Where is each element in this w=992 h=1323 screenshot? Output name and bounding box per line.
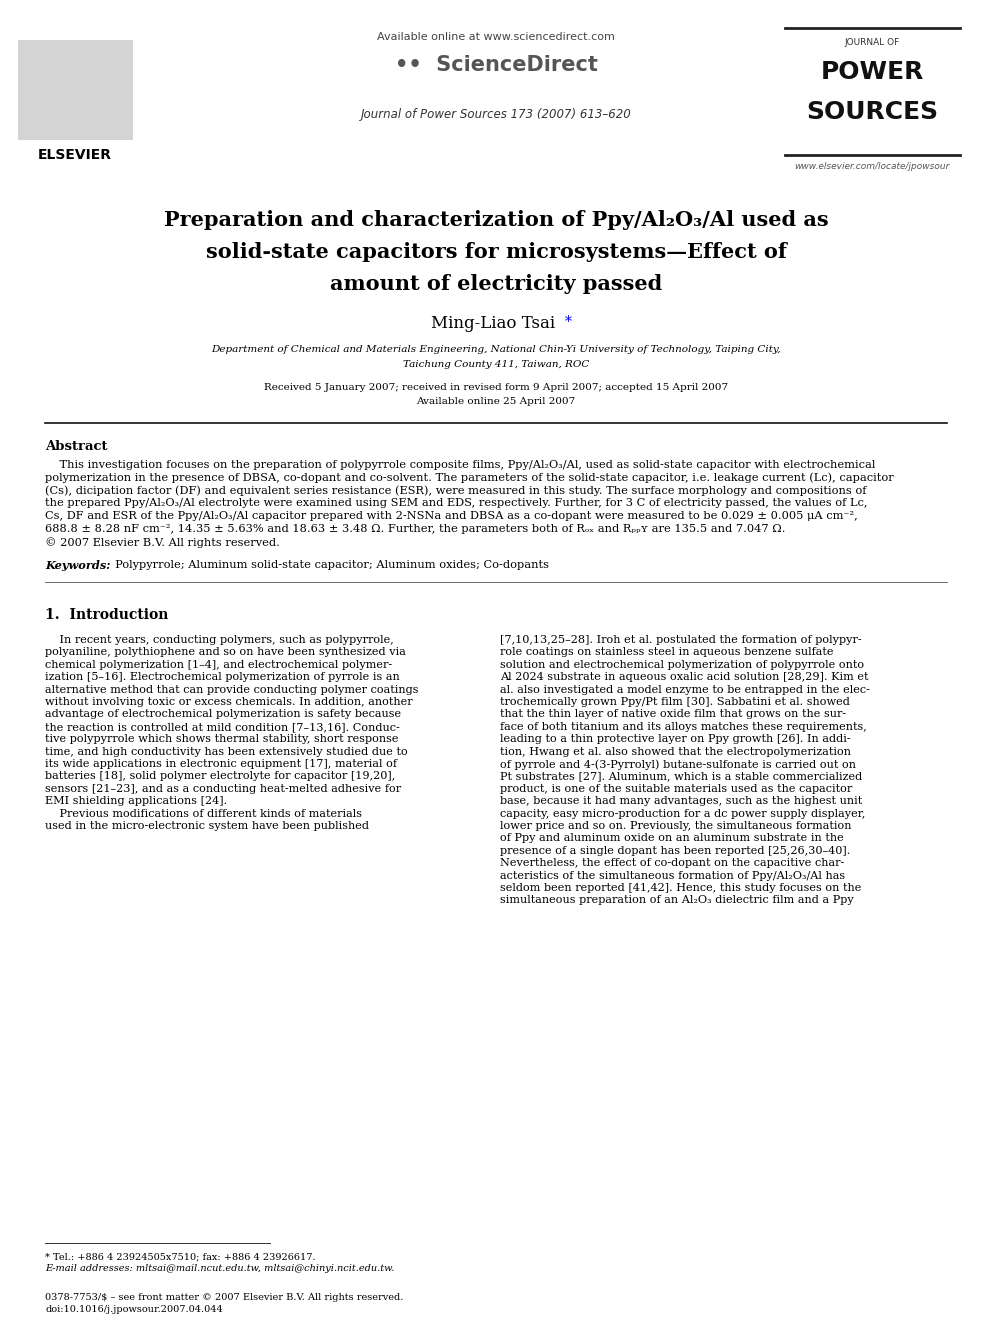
Text: chemical polymerization [1–4], and electrochemical polymer-: chemical polymerization [1–4], and elect… [45, 660, 392, 669]
Text: © 2007 Elsevier B.V. All rights reserved.: © 2007 Elsevier B.V. All rights reserved… [45, 537, 280, 548]
Text: used in the micro-electronic system have been published: used in the micro-electronic system have… [45, 822, 369, 831]
Text: its wide applications in electronic equipment [17], material of: its wide applications in electronic equi… [45, 759, 397, 769]
Text: 688.8 ± 8.28 nF cm⁻², 14.35 ± 5.63% and 18.63 ± 3.48 Ω. Further, the parameters : 688.8 ± 8.28 nF cm⁻², 14.35 ± 5.63% and … [45, 524, 786, 534]
Text: Al 2024 substrate in aqueous oxalic acid solution [28,29]. Kim et: Al 2024 substrate in aqueous oxalic acid… [500, 672, 869, 683]
Text: EMI shielding applications [24].: EMI shielding applications [24]. [45, 796, 227, 806]
Text: role coatings on stainless steel in aqueous benzene sulfate: role coatings on stainless steel in aque… [500, 647, 833, 658]
Text: capacity, easy micro-production for a dc power supply displayer,: capacity, easy micro-production for a dc… [500, 808, 865, 819]
Text: Pt substrates [27]. Aluminum, which is a stable commercialized: Pt substrates [27]. Aluminum, which is a… [500, 771, 862, 782]
Text: Ming-Liao Tsai: Ming-Liao Tsai [432, 315, 560, 332]
Text: al. also investigated a model enzyme to be entrapped in the elec-: al. also investigated a model enzyme to … [500, 684, 870, 695]
Text: that the thin layer of native oxide film that grows on the sur-: that the thin layer of native oxide film… [500, 709, 846, 720]
Text: product, is one of the suitable materials used as the capacitor: product, is one of the suitable material… [500, 783, 852, 794]
Text: lower price and so on. Previously, the simultaneous formation: lower price and so on. Previously, the s… [500, 822, 851, 831]
Text: amount of electricity passed: amount of electricity passed [330, 274, 662, 294]
Text: simultaneous preparation of an Al₂O₃ dielectric film and a Ppy: simultaneous preparation of an Al₂O₃ die… [500, 896, 854, 905]
Text: Taichung County 411, Taiwan, ROC: Taichung County 411, Taiwan, ROC [403, 360, 589, 369]
Text: face of both titanium and its alloys matches these requirements,: face of both titanium and its alloys mat… [500, 722, 867, 732]
Text: time, and high conductivity has been extensively studied due to: time, and high conductivity has been ext… [45, 746, 408, 757]
Text: (Cs), dicipation factor (DF) and equivalent series resistance (ESR), were measur: (Cs), dicipation factor (DF) and equival… [45, 486, 866, 496]
Text: In recent years, conducting polymers, such as polypyrrole,: In recent years, conducting polymers, su… [45, 635, 394, 646]
Text: This investigation focuses on the preparation of polypyrrole composite films, Pp: This investigation focuses on the prepar… [45, 460, 875, 470]
Text: ization [5–16]. Electrochemical polymerization of pyrrole is an: ization [5–16]. Electrochemical polymeri… [45, 672, 400, 683]
Text: 1.  Introduction: 1. Introduction [45, 609, 169, 622]
Text: without involving toxic or excess chemicals. In addition, another: without involving toxic or excess chemic… [45, 697, 413, 706]
Text: tion, Hwang et al. also showed that the electropolymerization: tion, Hwang et al. also showed that the … [500, 746, 851, 757]
Text: Department of Chemical and Materials Engineering, National Chin-Yi University of: Department of Chemical and Materials Eng… [211, 345, 781, 355]
Text: of pyrrole and 4-(3-Pyrrolyl) butane-sulfonate is carried out on: of pyrrole and 4-(3-Pyrrolyl) butane-sul… [500, 759, 856, 770]
Text: Previous modifications of different kinds of materials: Previous modifications of different kind… [45, 808, 362, 819]
Text: E-mail addresses: mltsai@mail.ncut.edu.tw, mltsai@chinyi.ncit.edu.tw.: E-mail addresses: mltsai@mail.ncut.edu.t… [45, 1263, 395, 1273]
Text: doi:10.1016/j.jpowsour.2007.04.044: doi:10.1016/j.jpowsour.2007.04.044 [45, 1304, 223, 1314]
Bar [18, 40, 133, 140]
Text: acteristics of the simultaneous formation of Ppy/Al₂O₃/Al has: acteristics of the simultaneous formatio… [500, 871, 845, 881]
Text: Available online 25 April 2007: Available online 25 April 2007 [417, 397, 575, 406]
Text: Keywords:: Keywords: [45, 560, 110, 572]
Text: [7,10,13,25–28]. Iroh et al. postulated the formation of polypyr-: [7,10,13,25–28]. Iroh et al. postulated … [500, 635, 862, 646]
Text: polyaniline, polythiophene and so on have been synthesized via: polyaniline, polythiophene and so on hav… [45, 647, 406, 658]
Text: batteries [18], solid polymer electrolyte for capacitor [19,20],: batteries [18], solid polymer electrolyt… [45, 771, 395, 782]
Text: alternative method that can provide conducting polymer coatings: alternative method that can provide cond… [45, 684, 419, 695]
Text: tive polypyrrole which shows thermal stability, short response: tive polypyrrole which shows thermal sta… [45, 734, 399, 745]
Text: SOURCES: SOURCES [806, 101, 938, 124]
Text: the reaction is controlled at mild condition [7–13,16]. Conduc-: the reaction is controlled at mild condi… [45, 722, 400, 732]
Text: Nevertheless, the effect of co-dopant on the capacitive char-: Nevertheless, the effect of co-dopant on… [500, 859, 844, 868]
Text: Cs, DF and ESR of the Ppy/Al₂O₃/Al capacitor prepared with 2-NSNa and DBSA as a : Cs, DF and ESR of the Ppy/Al₂O₃/Al capac… [45, 511, 858, 521]
Text: POWER: POWER [820, 60, 924, 83]
Text: ••  ScienceDirect: •• ScienceDirect [395, 56, 597, 75]
Text: solution and electrochemical polymerization of polypyrrole onto: solution and electrochemical polymerizat… [500, 660, 864, 669]
Text: of Ppy and aluminum oxide on an aluminum substrate in the: of Ppy and aluminum oxide on an aluminum… [500, 833, 844, 843]
Text: polymerization in the presence of DBSA, co-dopant and co-solvent. The parameters: polymerization in the presence of DBSA, … [45, 472, 894, 483]
Text: seldom been reported [41,42]. Hence, this study focuses on the: seldom been reported [41,42]. Hence, thi… [500, 882, 861, 893]
Text: ELSEVIER: ELSEVIER [38, 148, 112, 161]
Text: www.elsevier.com/locate/jpowsour: www.elsevier.com/locate/jpowsour [795, 161, 949, 171]
Text: sensors [21–23], and as a conducting heat-melted adhesive for: sensors [21–23], and as a conducting hea… [45, 783, 401, 794]
Text: trochemically grown Ppy/Pt film [30]. Sabbatini et al. showed: trochemically grown Ppy/Pt film [30]. Sa… [500, 697, 850, 706]
Text: solid-state capacitors for microsystems—Effect of: solid-state capacitors for microsystems—… [205, 242, 787, 262]
Text: JOURNAL OF: JOURNAL OF [844, 38, 900, 48]
Text: Preparation and characterization of Ppy/Al₂O₃/Al used as: Preparation and characterization of Ppy/… [164, 210, 828, 230]
Text: *: * [565, 315, 571, 329]
Text: Abstract: Abstract [45, 441, 107, 452]
Text: leading to a thin protective layer on Ppy growth [26]. In addi-: leading to a thin protective layer on Pp… [500, 734, 850, 745]
Text: the prepared Ppy/Al₂O₃/Al electrolyte were examined using SEM and EDS, respectiv: the prepared Ppy/Al₂O₃/Al electrolyte we… [45, 499, 867, 508]
Text: Received 5 January 2007; received in revised form 9 April 2007; accepted 15 Apri: Received 5 January 2007; received in rev… [264, 382, 728, 392]
Text: Available online at www.sciencedirect.com: Available online at www.sciencedirect.co… [377, 32, 615, 42]
Text: base, because it had many advantages, such as the highest unit: base, because it had many advantages, su… [500, 796, 862, 806]
Text: * Tel.: +886 4 23924505x7510; fax: +886 4 23926617.: * Tel.: +886 4 23924505x7510; fax: +886 … [45, 1252, 315, 1261]
Text: presence of a single dopant has been reported [25,26,30–40].: presence of a single dopant has been rep… [500, 845, 850, 856]
Text: Journal of Power Sources 173 (2007) 613–620: Journal of Power Sources 173 (2007) 613–… [361, 108, 631, 120]
Text: advantage of electrochemical polymerization is safety because: advantage of electrochemical polymerizat… [45, 709, 401, 720]
Text: 0378-7753/$ – see front matter © 2007 Elsevier B.V. All rights reserved.: 0378-7753/$ – see front matter © 2007 El… [45, 1293, 404, 1302]
Text: Polypyrrole; Aluminum solid-state capacitor; Aluminum oxides; Co-dopants: Polypyrrole; Aluminum solid-state capaci… [108, 560, 549, 570]
